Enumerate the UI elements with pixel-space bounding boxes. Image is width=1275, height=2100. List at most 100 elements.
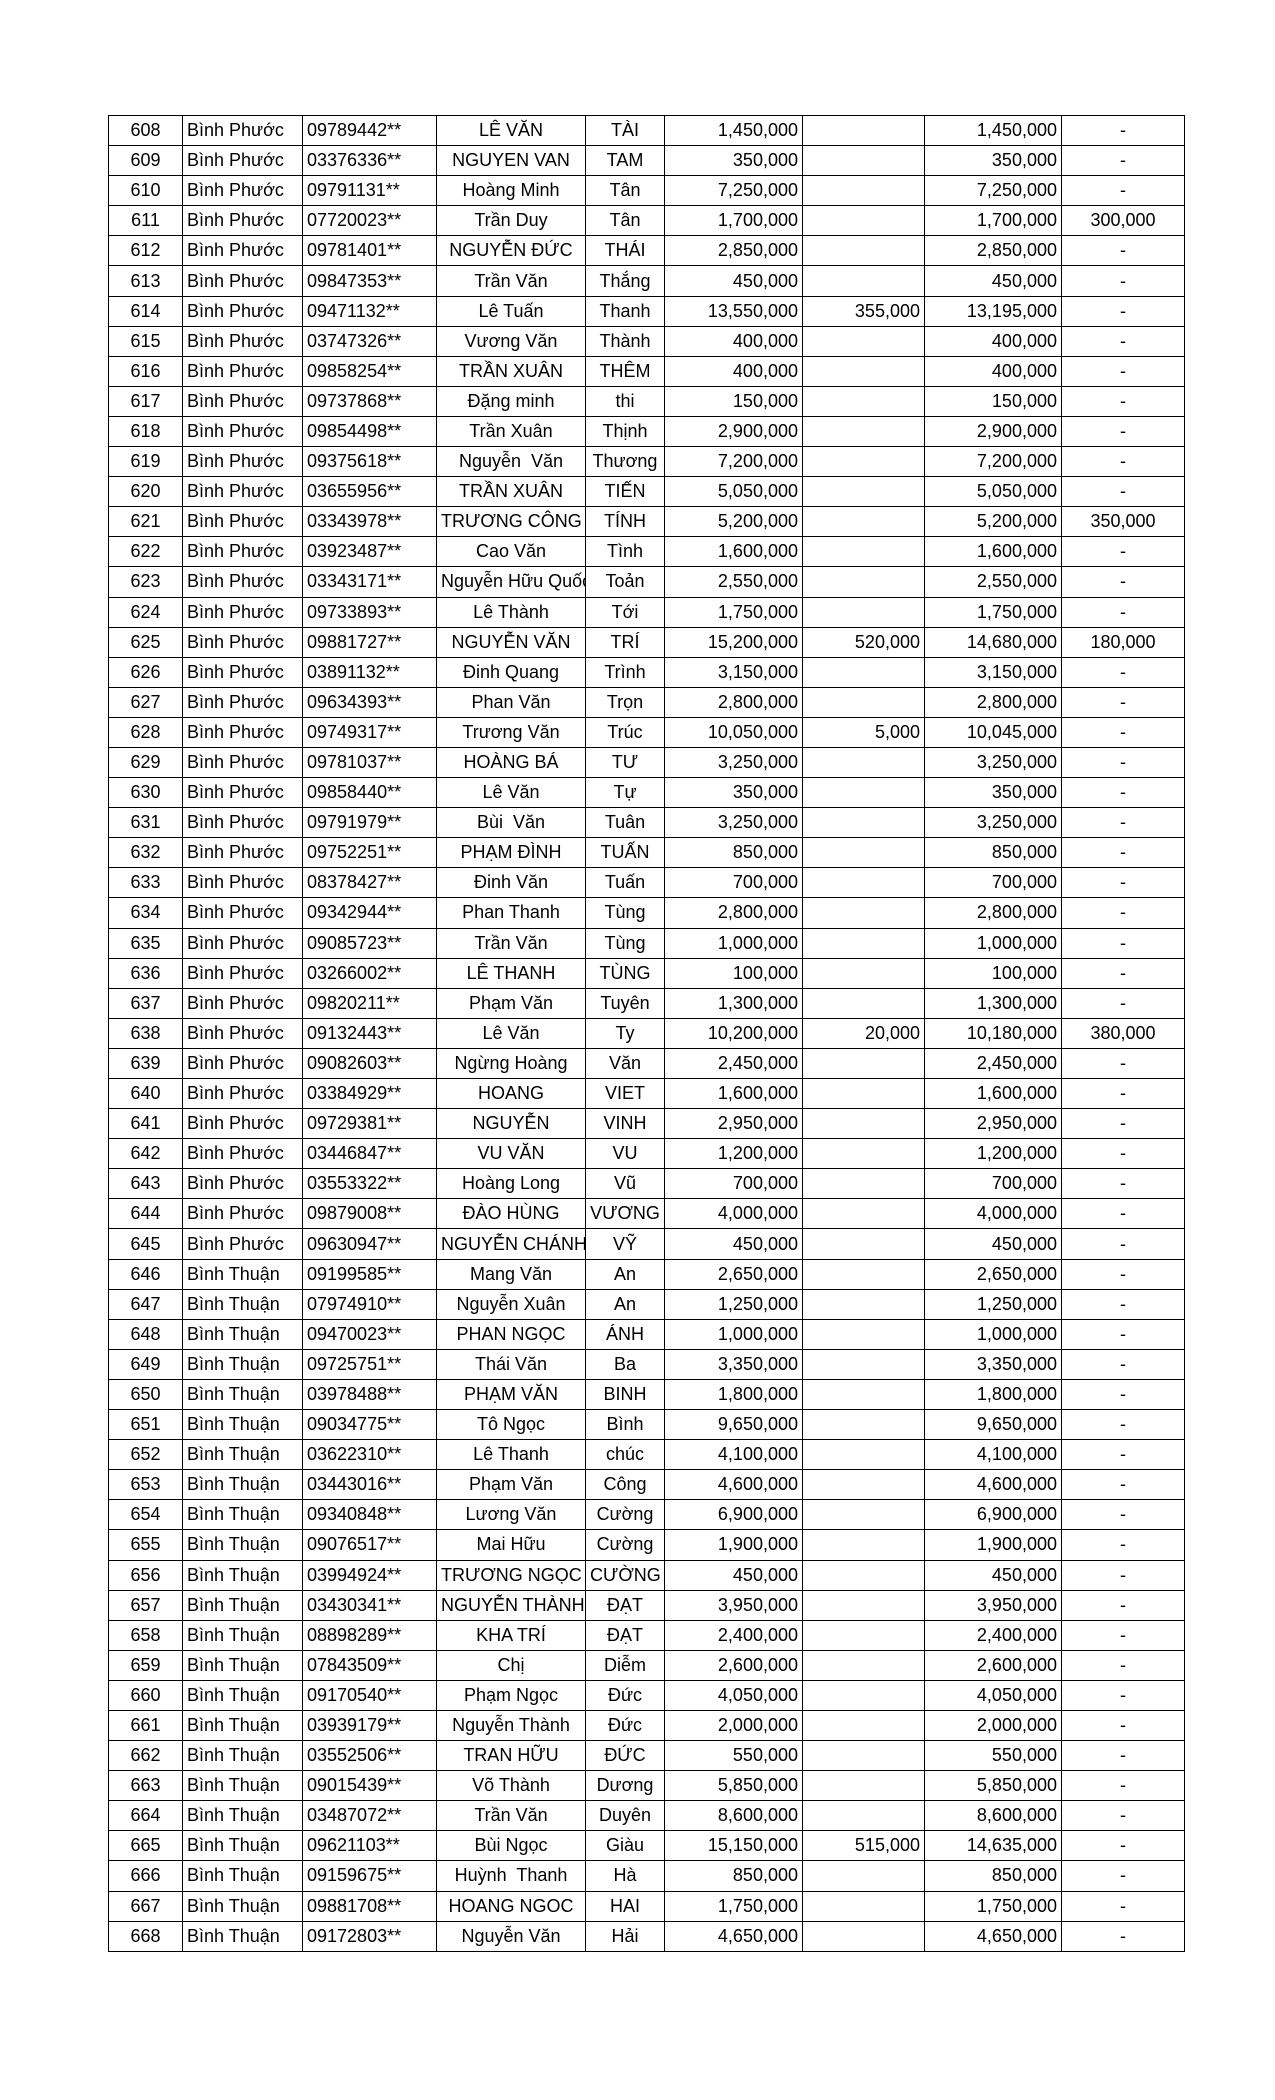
- province: Bình Thuận: [182, 1830, 303, 1862]
- table-row: 667 Bình Thuận 09881708** HOANG NGOC HAI 1,75…: [108, 1890, 1185, 1922]
- province: Bình Phước: [182, 1017, 303, 1049]
- deduction: [802, 957, 925, 989]
- deduction: [802, 1047, 925, 1080]
- given-name: thi: [585, 385, 665, 417]
- province: Bình Thuận: [182, 1740, 303, 1772]
- row-number: 610: [108, 175, 183, 207]
- amount: 700,000: [664, 867, 803, 899]
- given-name: Giàu: [585, 1830, 665, 1862]
- table-row: 616 Bình Phước 09858254** TRẦN XUÂN THÊM 400,…: [108, 355, 1185, 387]
- amount: 450,000: [664, 265, 803, 297]
- deduction: [802, 1378, 925, 1411]
- surname: Lê Văn: [436, 777, 586, 809]
- row-number: 617: [108, 385, 183, 417]
- extra: -: [1061, 777, 1185, 809]
- table-row: 659 Bình Thuận 07843509** Chị Diễm 2,600,000 2…: [108, 1649, 1185, 1681]
- extra: -: [1061, 415, 1185, 448]
- extra: -: [1061, 1138, 1185, 1170]
- surname: ĐÀO HÙNG: [436, 1198, 586, 1230]
- surname: Chị: [436, 1649, 586, 1681]
- deduction: [802, 1740, 925, 1772]
- given-name: THÊM: [585, 355, 665, 387]
- phone: 09034775**: [302, 1409, 437, 1441]
- net-amount: 1,300,000: [924, 987, 1062, 1019]
- surname: Đinh Văn: [436, 867, 586, 899]
- amount: 100,000: [664, 957, 803, 989]
- province: Bình Thuận: [182, 1258, 303, 1290]
- phone: 03384929**: [302, 1077, 437, 1110]
- extra: -: [1061, 1108, 1185, 1140]
- phone: 03622310**: [302, 1439, 437, 1471]
- phone: 09791131**: [302, 175, 437, 207]
- given-name: VƯƠNG: [585, 1198, 665, 1230]
- given-name: An: [585, 1288, 665, 1320]
- table-row: 644 Bình Phước 09879008** ĐÀO HÙNG VƯƠNG 4,00…: [108, 1198, 1185, 1230]
- extra: -: [1061, 1228, 1185, 1260]
- surname: Huỳnh Thanh: [436, 1860, 586, 1892]
- extra: -: [1061, 987, 1185, 1019]
- given-name: HAI: [585, 1890, 665, 1922]
- phone: 09737868**: [302, 385, 437, 417]
- province: Bình Phước: [182, 1077, 303, 1110]
- net-amount: 8,600,000: [924, 1800, 1062, 1832]
- row-number: 647: [108, 1288, 183, 1320]
- amount: 3,350,000: [664, 1348, 803, 1380]
- province: Bình Phước: [182, 987, 303, 1019]
- phone: 07720023**: [302, 205, 437, 237]
- row-number: 622: [108, 536, 183, 568]
- extra: -: [1061, 1619, 1185, 1651]
- amount: 1,450,000: [664, 114, 803, 147]
- phone: 03891132**: [302, 656, 437, 688]
- amount: 350,000: [664, 145, 803, 177]
- row-number: 626: [108, 656, 183, 688]
- net-amount: 5,850,000: [924, 1770, 1062, 1802]
- amount: 3,250,000: [664, 746, 803, 779]
- net-amount: 1,250,000: [924, 1288, 1062, 1320]
- phone: 03343171**: [302, 566, 437, 598]
- net-amount: 2,400,000: [924, 1619, 1062, 1651]
- surname: HOANG NGOC: [436, 1890, 586, 1922]
- phone: 03552506**: [302, 1740, 437, 1772]
- net-amount: 3,250,000: [924, 807, 1062, 839]
- province: Bình Phước: [182, 746, 303, 779]
- given-name: VỸ: [585, 1228, 665, 1260]
- amount: 5,050,000: [664, 476, 803, 508]
- table-row: 643 Bình Phước 03553322** Hoàng Long Vũ 700,0…: [108, 1168, 1185, 1200]
- phone: 09781401**: [302, 235, 437, 267]
- province: Bình Thuận: [182, 1649, 303, 1681]
- surname: Vương Văn: [436, 325, 586, 357]
- province: Bình Phước: [182, 235, 303, 267]
- net-amount: 2,450,000: [924, 1047, 1062, 1080]
- deduction: [802, 1619, 925, 1651]
- amount: 4,000,000: [664, 1198, 803, 1230]
- given-name: Văn: [585, 1047, 665, 1080]
- extra: -: [1061, 1348, 1185, 1380]
- amount: 700,000: [664, 1168, 803, 1200]
- row-number: 661: [108, 1709, 183, 1742]
- province: Bình Thuận: [182, 1800, 303, 1832]
- table-row: 608 Bình Phước 09789442** LÊ VĂN TÀI 1,450,00…: [108, 114, 1185, 147]
- row-number: 615: [108, 325, 183, 357]
- surname: VU VĂN: [436, 1138, 586, 1170]
- row-number: 640: [108, 1077, 183, 1110]
- deduction: [802, 114, 925, 147]
- row-number: 654: [108, 1499, 183, 1531]
- net-amount: 1,600,000: [924, 1077, 1062, 1110]
- amount: 15,200,000: [664, 626, 803, 658]
- province: Bình Phước: [182, 536, 303, 568]
- given-name: Tuyên: [585, 987, 665, 1019]
- table-row: 627 Bình Phước 09634393** Phan Văn Trọn 2,800…: [108, 686, 1185, 718]
- table-row: 638 Bình Phước 09132443** Lê Văn Ty 10,200,00…: [108, 1017, 1185, 1049]
- extra: -: [1061, 746, 1185, 779]
- deduction: [802, 175, 925, 207]
- phone: 09199585**: [302, 1258, 437, 1290]
- net-amount: 450,000: [924, 1228, 1062, 1260]
- deduction: [802, 1770, 925, 1802]
- table-row: 626 Bình Phước 03891132** Đinh Quang Trình 3,…: [108, 656, 1185, 688]
- net-amount: 14,635,000: [924, 1830, 1062, 1862]
- row-number: 642: [108, 1138, 183, 1170]
- row-number: 648: [108, 1318, 183, 1350]
- surname: TRẦN XUÂN: [436, 476, 586, 508]
- amount: 3,250,000: [664, 807, 803, 839]
- given-name: Công: [585, 1469, 665, 1501]
